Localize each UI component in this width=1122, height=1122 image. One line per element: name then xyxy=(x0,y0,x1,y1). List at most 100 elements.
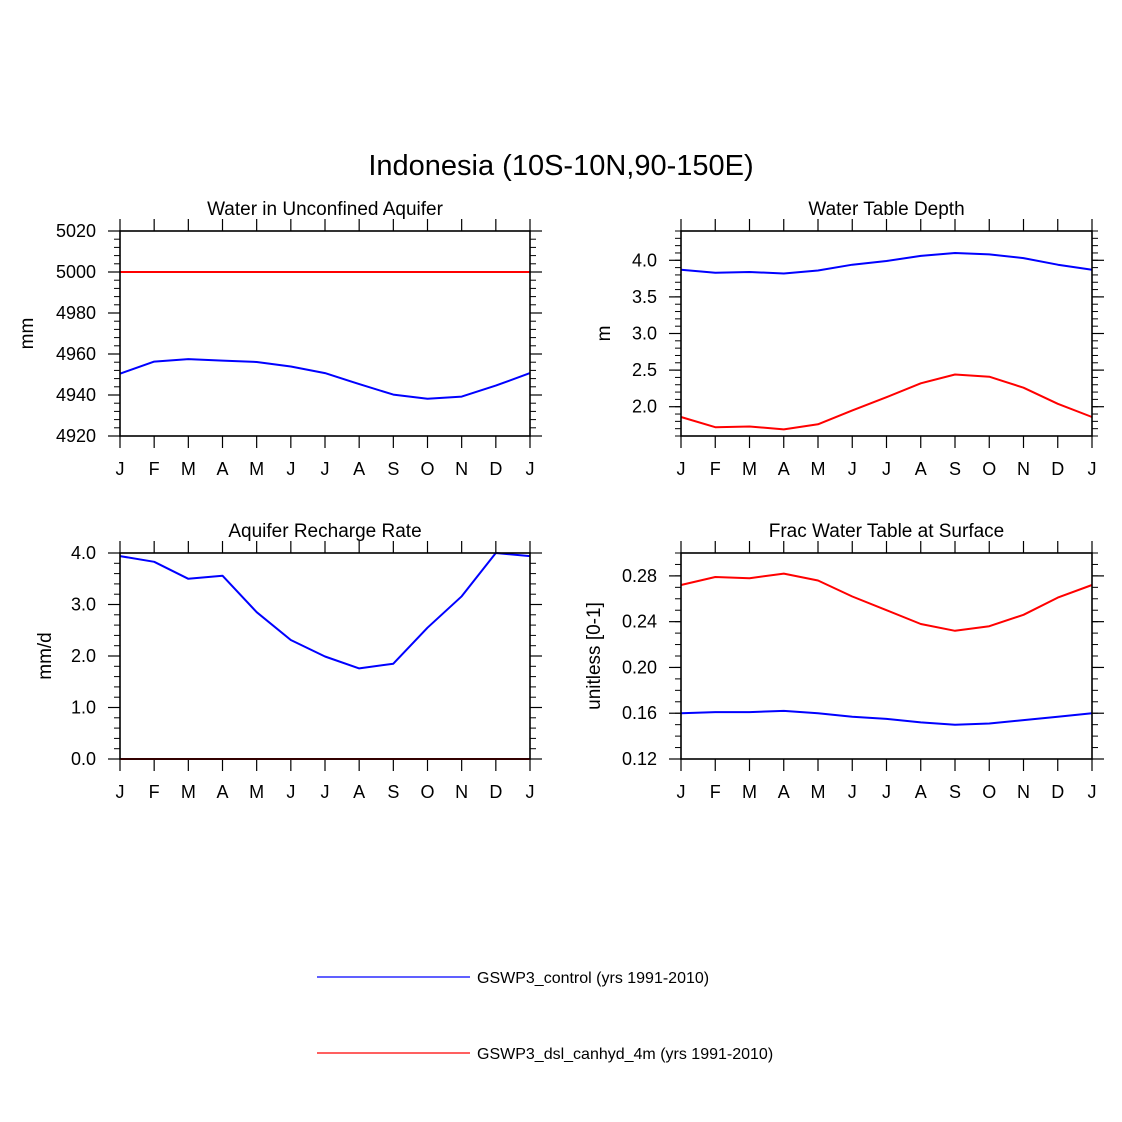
y-tick-label: 3.0 xyxy=(71,595,96,615)
x-tick-label: J xyxy=(321,782,330,802)
x-tick-label: M xyxy=(811,459,826,479)
x-tick-label: J xyxy=(1088,782,1097,802)
y-tick-label: 4920 xyxy=(56,426,96,446)
plot-frame xyxy=(119,552,531,760)
y-axis-label: unitless [0-1] xyxy=(584,602,605,710)
y-tick-label: 4.0 xyxy=(632,250,657,270)
y-tick-label: 0.20 xyxy=(622,657,657,677)
y-tick-label: 0.12 xyxy=(622,749,657,769)
legend: GSWP3_control (yrs 1991-2010) GSWP3_dsl_… xyxy=(317,970,773,1063)
y-tick-label: 0.28 xyxy=(622,566,657,586)
y-tick-label: 2.0 xyxy=(71,646,96,666)
x-tick-label: A xyxy=(353,782,365,802)
panel-water-table-depth: Water Table Depth m 2.0 2.5 3.0 3.5 4.0 J F M A M J J… xyxy=(594,199,1104,479)
y-axis-label: m xyxy=(594,326,615,342)
x-tick-label: A xyxy=(915,782,927,802)
series-line-experiment xyxy=(680,373,1093,431)
y-tick-label: 0.16 xyxy=(622,703,657,723)
x-tick-label: A xyxy=(216,459,228,479)
x-tick-label: F xyxy=(149,459,160,479)
x-tick-label: F xyxy=(149,782,160,802)
figure-title: Indonesia (10S-10N,90-150E) xyxy=(368,150,753,182)
y-tick-label: 5000 xyxy=(56,262,96,282)
y-tick-label: 5020 xyxy=(56,221,96,241)
x-tick-label: J xyxy=(286,782,295,802)
y-tick-label: 4980 xyxy=(56,303,96,323)
x-tick-label: J xyxy=(882,459,891,479)
x-tick-label: J xyxy=(116,782,125,802)
x-tick-label: S xyxy=(387,782,399,802)
panel-title: Water in Unconfined Aquifer xyxy=(207,199,444,220)
x-tick-label: N xyxy=(1017,782,1030,802)
x-tick-label: M xyxy=(181,782,196,802)
x-tick-label: O xyxy=(420,459,434,479)
x-tick-label: M xyxy=(181,459,196,479)
y-tick-label: 1.0 xyxy=(71,698,96,718)
y-axis-label: mm/d xyxy=(35,632,56,680)
x-tick-label: A xyxy=(216,782,228,802)
x-tick-label: J xyxy=(321,459,330,479)
x-tick-label: F xyxy=(710,782,721,802)
x-tick-label: A xyxy=(778,782,790,802)
y-tick-label: 3.0 xyxy=(632,324,657,344)
y-tick-label: 4960 xyxy=(56,344,96,364)
legend-label-experiment: GSWP3_dsl_canhyd_4m (yrs 1991-2010) xyxy=(477,1046,773,1063)
plot-frame xyxy=(680,230,1093,437)
x-tick-label: J xyxy=(848,782,857,802)
x-tick-label: J xyxy=(677,459,686,479)
x-tick-label: S xyxy=(949,459,961,479)
panel-title: Frac Water Table at Surface xyxy=(769,521,1005,542)
panel-title: Aquifer Recharge Rate xyxy=(228,521,421,542)
y-axis-label: mm xyxy=(17,318,38,350)
panel-frac-water-table-at-surface: Frac Water Table at Surface unitless [0-1… xyxy=(584,521,1104,802)
x-tick-label: M xyxy=(249,459,264,479)
x-tick-label: J xyxy=(116,459,125,479)
y-tick-label: 0.24 xyxy=(622,612,657,632)
panel-water-in-unconfined-aquifer: Water in Unconfined Aquifer mm 4920 4940 496… xyxy=(17,199,542,479)
legend-label-control: GSWP3_control (yrs 1991-2010) xyxy=(477,970,709,987)
x-tick-label: J xyxy=(848,459,857,479)
x-tick-label: N xyxy=(455,782,468,802)
x-tick-label: A xyxy=(778,459,790,479)
series-line-experiment xyxy=(680,572,1093,632)
x-tick-label: J xyxy=(1088,459,1097,479)
x-tick-label: N xyxy=(1017,459,1030,479)
plot-frame xyxy=(119,230,531,437)
x-tick-label: J xyxy=(526,782,535,802)
x-tick-label: D xyxy=(489,782,502,802)
x-tick-label: O xyxy=(982,782,996,802)
x-tick-label: M xyxy=(742,459,757,479)
y-tick-label: 3.5 xyxy=(632,287,657,307)
x-tick-label: S xyxy=(387,459,399,479)
y-tick-label: 4940 xyxy=(56,385,96,405)
x-tick-label: O xyxy=(420,782,434,802)
plot-frame xyxy=(680,552,1093,760)
x-tick-label: J xyxy=(526,459,535,479)
panel-title: Water Table Depth xyxy=(808,199,964,220)
x-tick-label: A xyxy=(915,459,927,479)
series-line-control xyxy=(680,252,1093,275)
x-tick-label: M xyxy=(742,782,757,802)
x-tick-label: A xyxy=(353,459,365,479)
x-tick-label: S xyxy=(949,782,961,802)
x-tick-label: D xyxy=(1051,459,1064,479)
x-tick-label: N xyxy=(455,459,468,479)
series-line-control xyxy=(680,709,1093,726)
x-tick-label: J xyxy=(882,782,891,802)
y-tick-label: 2.5 xyxy=(632,360,657,380)
series-line-control xyxy=(119,358,531,400)
x-tick-label: D xyxy=(1051,782,1064,802)
x-tick-label: O xyxy=(982,459,996,479)
x-tick-label: M xyxy=(811,782,826,802)
series-line-control xyxy=(119,552,531,670)
y-tick-label: 4.0 xyxy=(71,543,96,563)
y-tick-label: 0.0 xyxy=(71,749,96,769)
x-tick-label: M xyxy=(249,782,264,802)
x-tick-label: D xyxy=(489,459,502,479)
x-tick-label: J xyxy=(286,459,295,479)
x-tick-label: J xyxy=(677,782,686,802)
panel-aquifer-recharge-rate: Aquifer Recharge Rate mm/d 0.0 1.0 2.0 3.0 4.0… xyxy=(35,521,542,802)
x-tick-label: F xyxy=(710,459,721,479)
y-tick-label: 2.0 xyxy=(632,397,657,417)
